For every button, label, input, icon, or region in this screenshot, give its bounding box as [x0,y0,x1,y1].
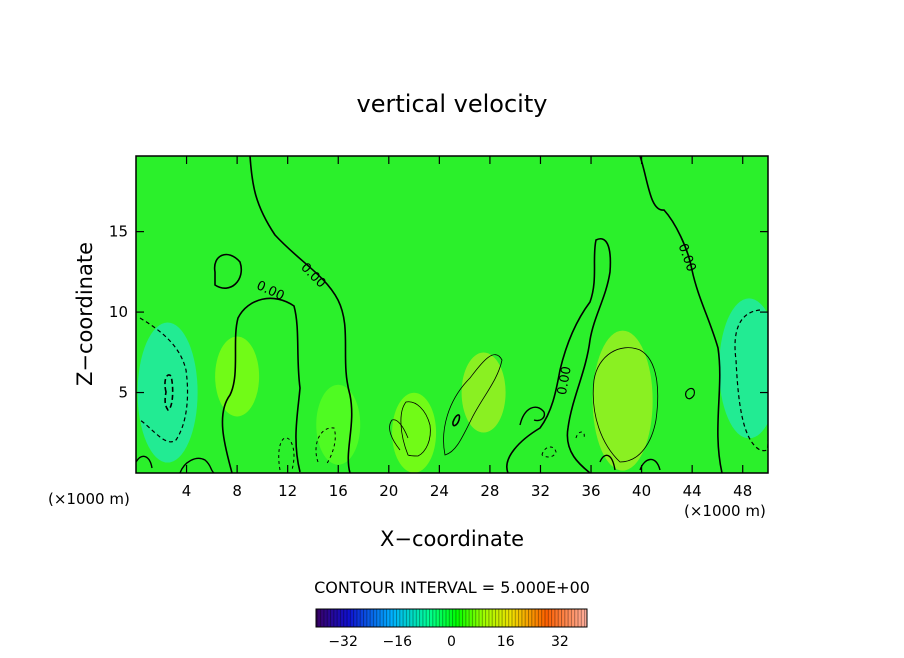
y-tick-label: 5 [118,384,128,402]
y-axis-label: Z−coordinate [73,242,97,386]
field-blob [461,352,506,433]
zero-contour [136,455,215,473]
x-tick-label: 28 [480,482,499,500]
colorbar-frame [315,608,588,628]
colorbar-stripes [316,609,587,627]
chart-title: vertical velocity [357,90,548,118]
zero-contour [506,238,612,473]
x-axis: 4 8 12 16 20 24 28 32 36 40 44 48 [182,156,752,500]
field-shading [137,298,768,473]
positive-contour [389,419,409,451]
negative-contour [278,427,336,471]
y-tick-label: 15 [109,223,128,241]
x-tick-label: 40 [632,482,651,500]
zero-contour [639,156,723,473]
x-tick-label: 12 [278,482,297,500]
negative-contour [541,431,585,458]
zero-contour [249,156,353,473]
contour-interval-text: CONTOUR INTERVAL = 5.000E+00 [314,578,590,597]
colorbar-tick-label: 0 [447,634,456,650]
plot-area: 0.00 0.000.000.00 [136,156,768,473]
x-tick-label: 44 [683,482,702,500]
field-blob [719,298,768,439]
colorbar-ticks: −32 −16 0 16 32 [328,634,568,650]
field-blob [137,322,198,463]
y-tick-label: 10 [109,303,128,321]
x-axis-label: X−coordinate [380,527,524,551]
positive-contour [443,354,503,456]
contour-label: 0.00 [555,365,575,396]
colorbar: −32 −16 0 16 32 [315,608,588,650]
negative-contour [139,317,189,443]
field-blob [215,336,260,417]
x-tick-label: 4 [182,482,192,500]
zero-contour [221,297,301,473]
positive-contour [592,347,659,463]
field-blob [316,384,361,465]
zero-contour [685,387,695,400]
plot-frame [135,155,769,474]
contour-lines [136,156,768,473]
x-tick-label: 32 [531,482,550,500]
y-axis: 5 10 15 [109,223,768,402]
x-tick-label: 8 [232,482,242,500]
x-tick-label: 24 [430,482,449,500]
positive-contour [400,401,431,457]
field-blob [592,330,653,471]
x-tick-label: 36 [581,482,600,500]
colorbar-tick-label: −16 [383,634,413,650]
x-tick-label: 16 [329,482,348,500]
x-tick-label: 48 [733,482,752,500]
zero-contour [213,253,243,289]
zero-contour [452,414,461,427]
x-tick-label: 20 [379,482,398,500]
colorbar-tick-label: −32 [328,634,358,650]
x-unit-left: (×1000 m) [48,490,130,508]
field-blob [392,392,437,473]
colorbar-tick-label: 32 [551,634,569,650]
field-background [136,156,768,473]
negative-contour [164,374,174,411]
colorbar-tick-label: 16 [497,634,515,650]
negative-contour [734,309,768,452]
x-unit-right: (×1000 m) [684,502,766,520]
